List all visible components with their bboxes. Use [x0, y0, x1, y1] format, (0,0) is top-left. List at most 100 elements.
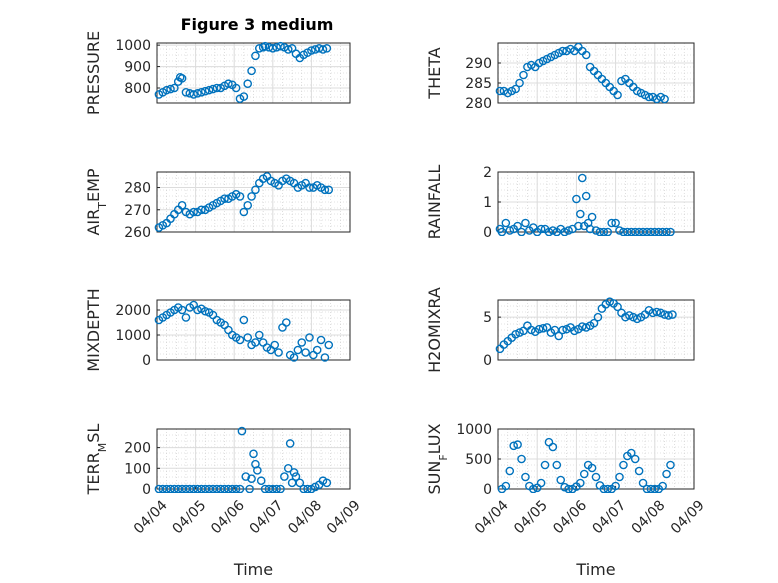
data-point [268, 44, 278, 53]
data-point [605, 297, 615, 307]
data-point [295, 478, 305, 488]
data-point [558, 46, 567, 56]
data-point [560, 227, 569, 236]
data-point [193, 89, 202, 98]
y-axis-label: AIRTEMP [84, 168, 109, 235]
y-tick-label: 900 [124, 60, 151, 76]
data-point [577, 322, 587, 331]
subplot-1: 800 900 1000 PRESSURE [84, 31, 351, 115]
data-point [291, 472, 301, 481]
data-point [293, 345, 303, 355]
data-point [239, 207, 249, 217]
data-point [276, 41, 285, 51]
data-point [270, 340, 280, 350]
data-point [536, 224, 546, 234]
y-tick-label: 1000 [115, 38, 151, 54]
y-tick-label: 500 [465, 452, 492, 468]
y-axis-label: H2OMIXRA [425, 287, 444, 373]
x-axis-label: Time [233, 560, 273, 579]
data-point [591, 472, 601, 482]
data-point [517, 227, 526, 236]
figure-title: Figure 3 medium [181, 15, 334, 34]
subplot-4: 0 1 2 RAINFALL [425, 165, 695, 241]
data-point [564, 226, 573, 235]
data-point [562, 324, 571, 334]
data-point [650, 484, 660, 493]
data-point [505, 226, 515, 235]
data-point [247, 192, 256, 201]
data-point [652, 307, 662, 317]
y-axis-label: PRESSURE [84, 31, 103, 115]
data-point [320, 353, 330, 362]
data-point [301, 348, 310, 357]
data-point [619, 460, 628, 470]
data-point [613, 90, 622, 100]
x-tick-label: 04/09 [324, 497, 364, 537]
data-point [632, 314, 642, 324]
data-point [235, 335, 245, 345]
data-point [576, 478, 585, 488]
data-point [239, 92, 249, 101]
data-point [243, 79, 253, 89]
data-point [200, 86, 210, 96]
data-point [548, 226, 558, 235]
data-point [599, 227, 609, 236]
y-tick-label: 1000 [456, 422, 492, 438]
data-point [254, 44, 264, 53]
data-point [260, 41, 270, 51]
data-point [591, 226, 601, 235]
data-point [231, 83, 241, 93]
data-point [554, 331, 564, 341]
data-point [322, 478, 332, 488]
data-point [668, 310, 677, 319]
data-point [322, 44, 332, 53]
x-tick-label: 04/07 [247, 497, 287, 537]
data-point [560, 482, 569, 492]
y-tick-label: 2000 [115, 303, 151, 319]
x-tick-label: 04/07 [590, 497, 630, 537]
data-point [181, 87, 191, 97]
axes-frame [156, 171, 351, 233]
data-point [662, 469, 671, 479]
series-markers [154, 41, 332, 104]
data-point [558, 325, 567, 335]
data-point [505, 466, 515, 476]
data-point [660, 94, 669, 104]
y-axis-label: TERRMSL [84, 424, 109, 496]
data-point [574, 221, 583, 231]
data-point [593, 312, 603, 322]
data-point [544, 437, 554, 447]
x-tick-label: 04/08 [285, 497, 325, 537]
y-tick-label: 1000 [115, 328, 151, 344]
data-point [658, 481, 667, 491]
y-tick-label: 285 [465, 76, 492, 92]
data-point [316, 335, 326, 345]
series-markers [495, 42, 669, 104]
data-point [587, 463, 597, 473]
data-point [581, 50, 591, 60]
data-point [289, 353, 299, 362]
x-axis-label: Time [575, 560, 615, 579]
data-point [318, 45, 328, 54]
x-tick-label: 04/08 [629, 497, 669, 537]
data-point [303, 484, 312, 493]
y-tick-label: 2 [483, 165, 492, 181]
data-point [515, 78, 524, 88]
y-tick-label: 290 [465, 56, 492, 72]
data-point [245, 484, 254, 493]
data-point [581, 191, 591, 201]
data-point [280, 472, 289, 481]
data-point [513, 221, 522, 231]
axes-frame [497, 299, 695, 361]
data-point [256, 476, 266, 486]
data-point [611, 481, 620, 491]
data-point [603, 484, 613, 493]
data-point [527, 325, 536, 335]
data-point [307, 46, 316, 55]
data-point [247, 474, 256, 483]
data-point [528, 484, 538, 493]
data-point [534, 324, 544, 334]
data-point [289, 468, 299, 477]
data-point [177, 201, 187, 210]
